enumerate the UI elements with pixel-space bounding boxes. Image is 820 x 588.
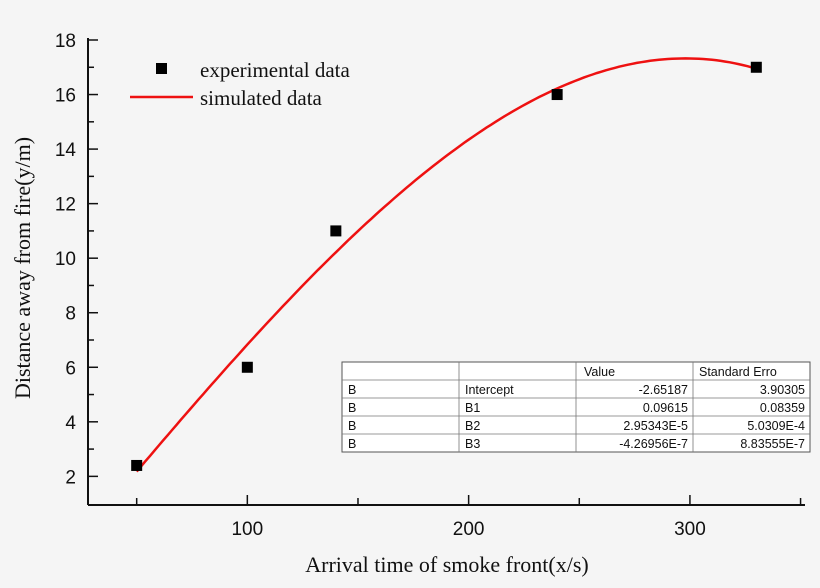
y-tick-label: 6: [65, 358, 76, 379]
table-header-cell: Standard Erro: [699, 365, 777, 379]
table-cell: Intercept: [465, 383, 514, 397]
legend-label-experimental: experimental data: [200, 58, 351, 82]
experimental-data-point: [551, 89, 563, 101]
experimental-data-point: [241, 361, 253, 373]
y-tick-label: 12: [55, 195, 76, 216]
x-tick-label: 100: [231, 519, 263, 540]
x-tick-label: 200: [453, 519, 485, 540]
table-cell: B: [348, 437, 356, 451]
table-cell: 3.90305: [760, 383, 805, 397]
legend: experimental data simulated data: [130, 58, 351, 110]
table-cell: 0.08359: [760, 401, 805, 415]
simulated-data-line: [135, 57, 757, 473]
table-cell: -4.26956E-7: [619, 437, 688, 451]
axes: 2 4 6 8 10 12 14 16 18 100 200 300: [55, 31, 805, 540]
y-axis-label: Distance away from fire(y/m): [10, 137, 35, 399]
table-cell: B: [348, 401, 356, 415]
experimental-data-point: [750, 61, 762, 73]
y-tick-label: 8: [65, 304, 76, 325]
table-header-cell: Value: [584, 365, 615, 379]
table-cell: B: [348, 383, 356, 397]
parameter-table: Value Standard Erro B Intercept -2.65187 3.90…: [341, 361, 811, 453]
legend-label-simulated: simulated data: [200, 86, 323, 110]
x-axis-label: Arrival time of smoke front(x/s): [305, 552, 589, 577]
legend-marker-experimental: [156, 63, 167, 74]
table-cell: B2: [465, 419, 480, 433]
y-tick-label: 10: [55, 249, 76, 270]
y-tick-label: 2: [65, 467, 76, 488]
table-cell: 5.0309E-4: [747, 419, 805, 433]
table-cell: 8.83555E-7: [740, 437, 805, 451]
experimental-data-point: [131, 459, 143, 471]
table-cell: B: [348, 419, 356, 433]
experimental-data-point: [330, 225, 342, 237]
table-cell: 0.09615: [643, 401, 688, 415]
table-cell: B1: [465, 401, 480, 415]
table-cell: -2.65187: [639, 383, 688, 397]
table-cell: B3: [465, 437, 480, 451]
plot-area: [131, 57, 762, 473]
y-tick-label: 16: [55, 86, 76, 107]
y-tick-label: 14: [55, 140, 77, 161]
y-tick-label: 4: [65, 413, 76, 434]
y-tick-label: 18: [55, 31, 76, 52]
x-tick-label: 300: [674, 519, 706, 540]
table-cell: 2.95343E-5: [623, 419, 688, 433]
